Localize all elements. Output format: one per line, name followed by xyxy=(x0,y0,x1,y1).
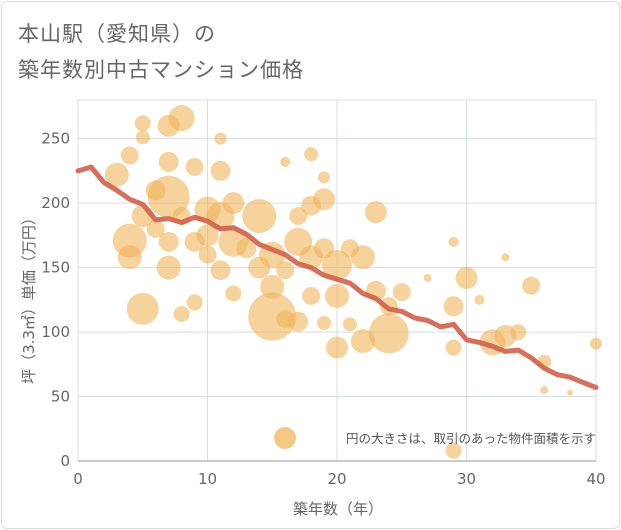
bubble-point xyxy=(540,386,549,395)
bubble-point xyxy=(342,317,357,332)
x-tick-label: 30 xyxy=(457,470,476,488)
x-tick-label: 0 xyxy=(73,470,83,488)
bubble-point xyxy=(186,294,203,311)
axis-ticks: 0 50 100 150 200 250 0 10 20 30 40 xyxy=(41,130,605,488)
chart-title-line2: 築年数別中古マンション価格 xyxy=(18,58,304,82)
bubble-point xyxy=(158,231,179,252)
bubble-point xyxy=(117,245,142,270)
bubble-point xyxy=(510,324,527,341)
bubble-point xyxy=(185,158,204,177)
bubble-point xyxy=(236,238,257,259)
bubble-point xyxy=(135,130,150,145)
bubble-point xyxy=(423,273,432,282)
x-tick-label: 40 xyxy=(586,470,605,488)
bubble-point xyxy=(501,253,510,262)
bubble-point xyxy=(134,115,151,132)
bubble-point xyxy=(158,151,179,172)
y-tick-label: 150 xyxy=(41,259,70,277)
bubble-point xyxy=(104,162,129,187)
bubble-point xyxy=(474,294,485,305)
bubble-point xyxy=(173,306,190,323)
y-axis-label: 坪（3.3㎡）単価（万円） xyxy=(20,210,38,384)
y-tick-label: 50 xyxy=(51,388,70,406)
bubble-point xyxy=(146,219,165,238)
bubble-point xyxy=(368,313,409,354)
bubble-point xyxy=(522,276,541,295)
bubble-point xyxy=(445,339,462,356)
bubble-point xyxy=(313,188,336,211)
bubble-point xyxy=(443,296,464,317)
bubble-point xyxy=(392,283,411,302)
bubble-point xyxy=(364,201,387,224)
bubble-point xyxy=(248,292,297,341)
bubble-point xyxy=(322,250,352,281)
bubble-point xyxy=(210,160,231,181)
bubble-point xyxy=(445,442,462,459)
y-tick-label: 100 xyxy=(41,323,70,341)
bubble-point xyxy=(350,245,375,270)
bubble-point xyxy=(289,207,308,226)
bubble-point xyxy=(168,105,195,132)
y-tick-label: 0 xyxy=(60,452,70,470)
bubble-point xyxy=(590,337,602,350)
bubble-point xyxy=(276,261,295,280)
bubble-point xyxy=(222,192,245,215)
bubble-point xyxy=(126,292,159,325)
bubble-point xyxy=(448,236,459,247)
bubble-point xyxy=(260,274,285,299)
bubble-point xyxy=(242,199,277,234)
chart-title-line1: 本山駅（愛知県）の xyxy=(18,22,216,46)
bubble-point xyxy=(196,224,219,247)
bubble-point xyxy=(210,260,231,281)
bubble-point xyxy=(302,286,321,305)
bubble-point xyxy=(280,156,291,167)
bubble-point xyxy=(567,389,574,396)
bubble-point xyxy=(225,285,242,302)
x-tick-label: 10 xyxy=(198,470,217,488)
bubble-point xyxy=(317,316,332,331)
bubble-point xyxy=(214,132,227,145)
y-tick-label: 250 xyxy=(41,130,70,148)
bubble-point xyxy=(288,311,309,332)
x-axis-label: 築年数（年） xyxy=(293,500,383,518)
x-tick-label: 20 xyxy=(327,470,346,488)
legend-bubble xyxy=(274,427,296,449)
bubble-point xyxy=(304,147,319,162)
bubble-point xyxy=(147,175,190,218)
bubble-point xyxy=(455,266,478,289)
y-tick-label: 200 xyxy=(41,194,70,212)
bubble-size-note: 円の大きさは、取引のあった物件面積を示す xyxy=(346,431,596,446)
bubble-point xyxy=(318,171,331,184)
bubble-point xyxy=(120,146,139,165)
bubble-series xyxy=(104,105,602,459)
bubble-point xyxy=(326,336,348,359)
bubble-point xyxy=(198,245,217,264)
bubble-point xyxy=(325,283,349,308)
trend-line xyxy=(75,164,599,390)
bubble-point xyxy=(156,255,181,280)
